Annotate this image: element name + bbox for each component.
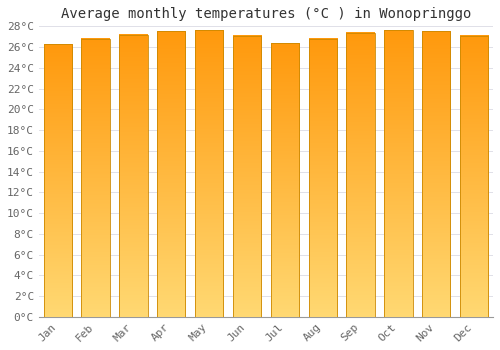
Bar: [233, 36, 261, 317]
Bar: [346, 33, 375, 317]
Bar: [270, 43, 299, 317]
Bar: [422, 32, 450, 317]
Bar: [460, 36, 488, 317]
Bar: [44, 44, 72, 317]
Bar: [82, 39, 110, 317]
Title: Average monthly temperatures (°C ) in Wonopringgo: Average monthly temperatures (°C ) in Wo…: [60, 7, 471, 21]
Bar: [157, 32, 186, 317]
Bar: [119, 35, 148, 317]
Bar: [384, 30, 412, 317]
Bar: [195, 30, 224, 317]
Bar: [308, 39, 337, 317]
